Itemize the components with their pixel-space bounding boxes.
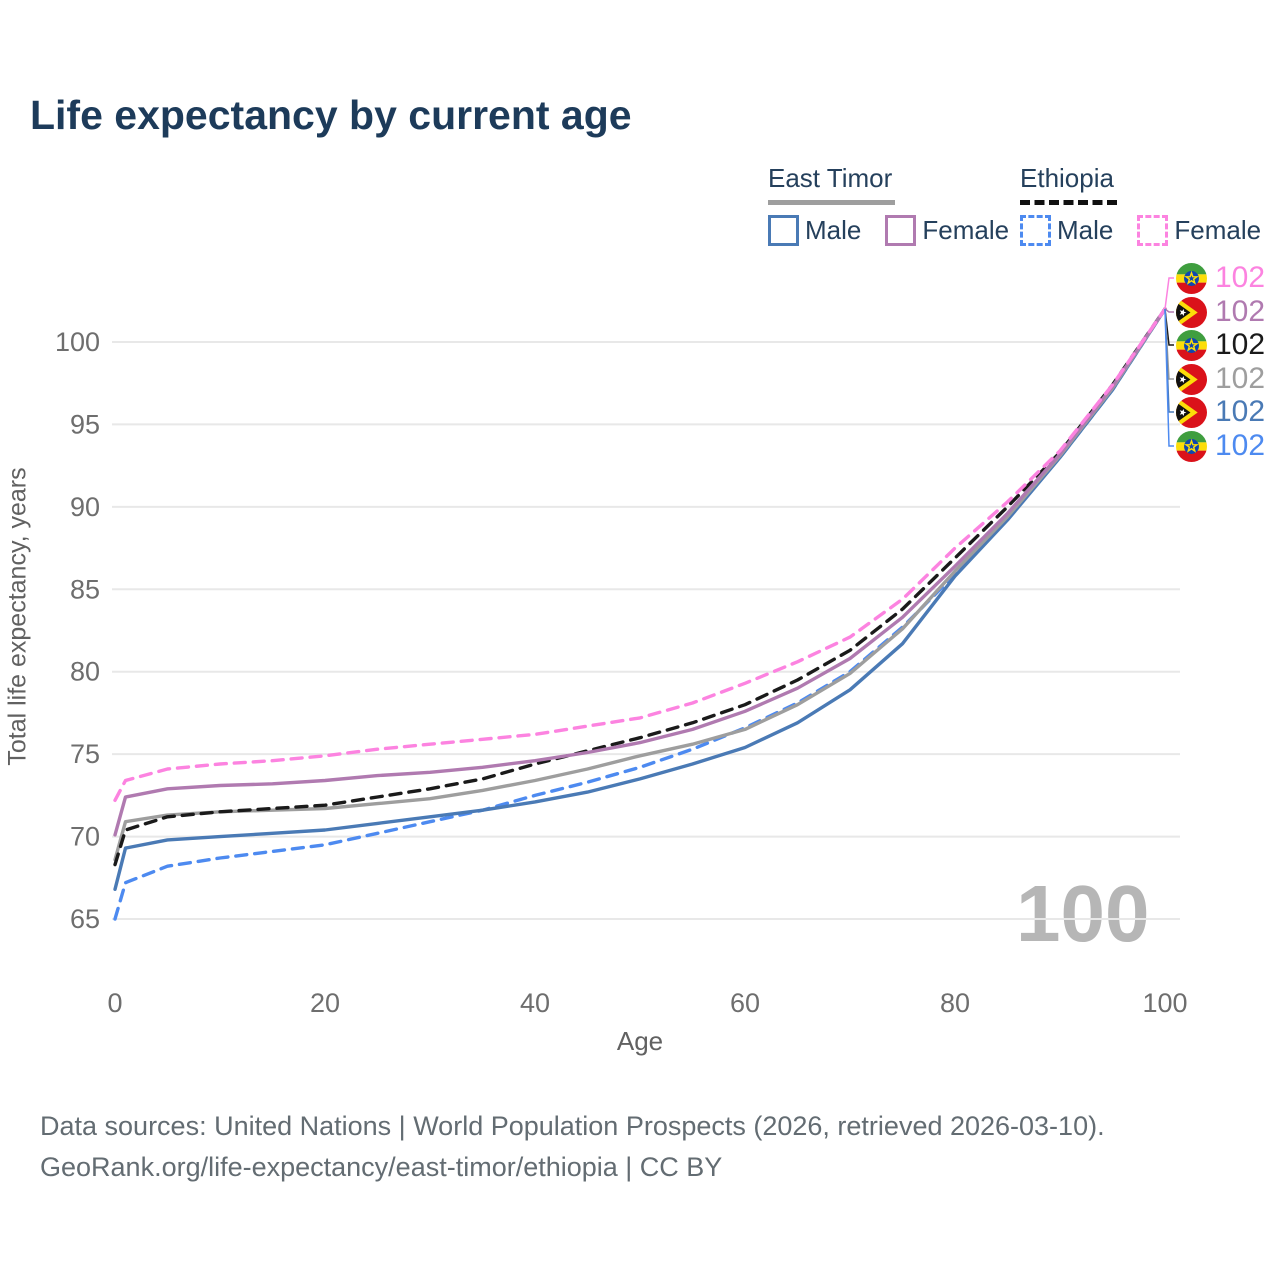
ethiopia-male-swatch [1020, 215, 1051, 246]
series-line-east-timor-female[interactable] [113, 307, 1167, 837]
end-label-east-timor-male: 102 [1176, 396, 1265, 428]
x-tick-label-60: 60 [730, 988, 760, 1018]
series-line-ethiopia-total[interactable] [113, 307, 1167, 867]
legend-item-ethiopia-male[interactable]: Male [1020, 215, 1113, 246]
end-label-east-timor-total: 102 [1176, 363, 1265, 395]
x-tick-label-0: 0 [107, 988, 122, 1018]
ethiopia-line-style-sample [1020, 200, 1117, 205]
ethiopia-flag-icon [1176, 430, 1207, 462]
legend-item-label: Female [922, 215, 1010, 245]
y-tick-label-90: 90 [70, 492, 100, 522]
end-label-value: 102 [1215, 295, 1266, 328]
east-timor-female-swatch [885, 215, 917, 246]
ethiopia-female-swatch [1137, 215, 1169, 246]
ethiopia-flag-icon [1176, 329, 1207, 361]
east-timor-flag-icon [1176, 296, 1207, 328]
footer-attribution: GeoRank.org/life-expectancy/east-timor/e… [40, 1152, 723, 1182]
current-age-watermark: 100 [1016, 869, 1150, 958]
end-label-value: 102 [1215, 362, 1266, 395]
east-timor-flag-icon [1176, 363, 1207, 395]
legend-item-label: Female [1174, 215, 1262, 245]
legend-header-ethiopia[interactable]: Ethiopia [1020, 163, 1114, 193]
legend-group-ethiopia: Ethiopia Male Female [1020, 163, 1277, 246]
y-tick-label-65: 65 [70, 904, 100, 934]
end-label-leader-ethiopia-male [1164, 308, 1174, 447]
series-line-east-timor-total[interactable] [113, 307, 1167, 862]
series-line-ethiopia-male[interactable] [113, 307, 1167, 921]
end-label-value: 102 [1215, 395, 1266, 428]
ethiopia-flag-icon [1176, 262, 1207, 294]
x-tick-label-20: 20 [310, 988, 340, 1018]
east-timor-flag-icon [1176, 396, 1207, 428]
y-tick-label-70: 70 [70, 822, 100, 852]
end-label-ethiopia-male: 102 [1176, 430, 1265, 462]
end-label-value: 102 [1215, 429, 1266, 462]
footer: Data sources: United Nations | World Pop… [40, 1106, 1105, 1188]
y-tick-label-80: 80 [70, 657, 100, 687]
y-tick-label-100: 100 [55, 327, 100, 357]
east-timor-line-style-sample [768, 200, 895, 205]
legend-item-label: Male [1057, 215, 1114, 245]
end-label-ethiopia-female: 102 [1176, 262, 1265, 294]
end-label-value: 102 [1215, 261, 1266, 294]
x-axis-title: Age [616, 1026, 664, 1056]
legend-item-ethiopia-female[interactable]: Female [1137, 215, 1261, 246]
page-title: Life expectancy by current age [30, 92, 632, 138]
series-line-east-timor-male[interactable] [113, 307, 1167, 891]
end-label-leader-east-timor-female [1164, 308, 1174, 313]
legend-group-east-timor: East Timor Male Female [768, 163, 1025, 246]
legend-item-east-timor-male[interactable]: Male [768, 215, 861, 246]
end-label-value: 102 [1215, 328, 1266, 361]
end-label-east-timor-female: 102 [1176, 296, 1265, 328]
y-tick-label-75: 75 [70, 739, 100, 769]
x-tick-label-40: 40 [520, 988, 550, 1018]
x-tick-label-80: 80 [940, 988, 970, 1018]
legend-header-east-timor[interactable]: East Timor [768, 163, 893, 193]
footer-data-sources: Data sources: United Nations | World Pop… [40, 1111, 1105, 1141]
y-tick-label-85: 85 [70, 574, 100, 604]
y-tick-label-95: 95 [70, 409, 100, 439]
end-label-leader-ethiopia-female [1164, 277, 1174, 310]
end-label-ethiopia-total: 102 [1176, 329, 1265, 361]
y-axis-title: Total life expectancy, years [3, 467, 32, 766]
legend-item-east-timor-female[interactable]: Female [885, 215, 1009, 246]
series-line-ethiopia-female[interactable] [113, 307, 1167, 802]
east-timor-male-swatch [768, 215, 799, 246]
x-tick-label-100: 100 [1142, 988, 1187, 1018]
legend-item-label: Male [805, 215, 862, 245]
